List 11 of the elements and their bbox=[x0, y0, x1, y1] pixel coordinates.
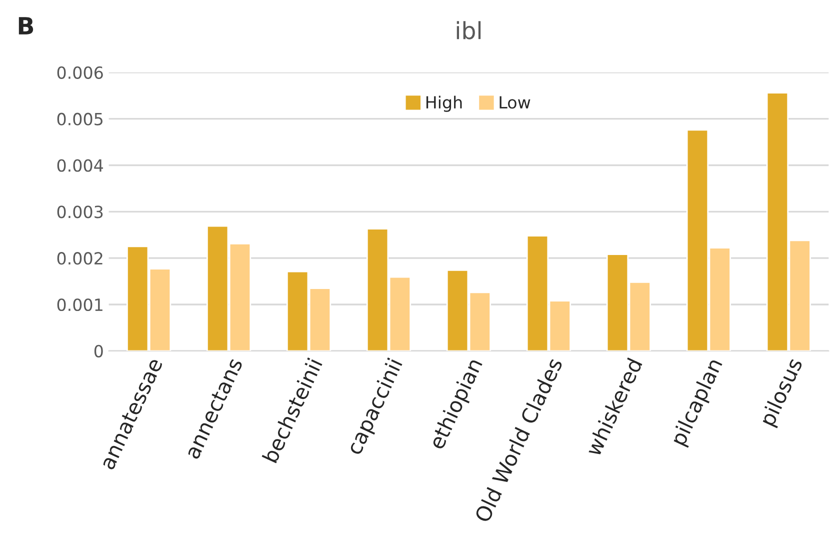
y-tick-label: 0.002 bbox=[57, 252, 102, 265]
y-tick-label: 0.004 bbox=[57, 159, 104, 172]
y-tick-label: 0.003 bbox=[57, 206, 103, 218]
y-tick-label: 0.006 bbox=[57, 66, 103, 79]
y-tick-label: 0.005 bbox=[57, 112, 102, 126]
y-tick-label: 0.001 bbox=[57, 298, 102, 312]
text: B bbox=[18, 17, 34, 34]
y-tick-label: 0 bbox=[94, 344, 103, 358]
legend-label: Low bbox=[500, 96, 530, 109]
legend-label: High bbox=[426, 96, 462, 112]
chart-title: ibl bbox=[456, 21, 481, 40]
